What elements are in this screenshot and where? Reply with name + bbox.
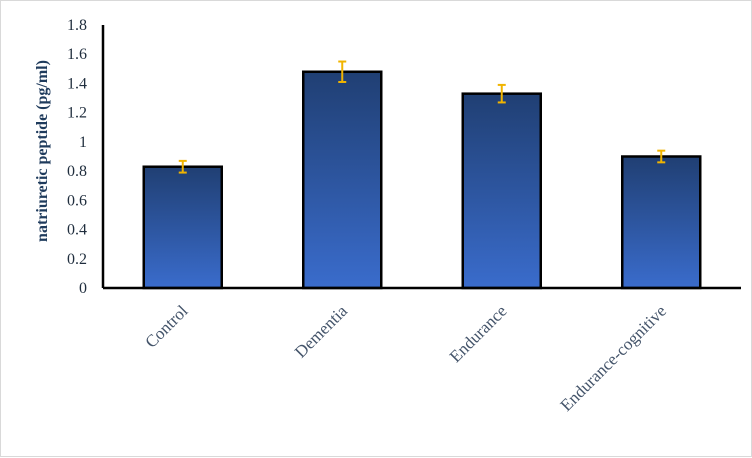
x-tick-label: Dementia	[291, 301, 351, 361]
y-tick-label: 0.8	[67, 163, 87, 180]
error-bar-endurance-cognitive	[657, 149, 666, 164]
y-tick-label: 1.2	[67, 105, 87, 122]
x-tick-labels: Control Dementia Endurance Endurance-cognit…	[141, 301, 670, 415]
bar-endurance-cognitive	[621, 155, 702, 290]
x-tick-label: Endurance-cognitive	[557, 301, 671, 415]
bar-endurance	[461, 92, 542, 290]
bars	[142, 70, 702, 290]
x-tick-label: Control	[141, 301, 191, 351]
y-tick-labels: 0 0.2 0.4 0.6 0.8 1 1.2 1.4 1.6 1.8	[67, 17, 87, 297]
y-tick-label: 1.6	[67, 46, 87, 63]
x-tick-label: Endurance	[446, 301, 511, 366]
error-bar-control	[178, 159, 187, 174]
y-tick-label: 1.8	[67, 17, 87, 34]
bar-control	[142, 165, 223, 290]
y-tick-label: 0	[79, 280, 87, 297]
y-tick-label: 1.4	[67, 75, 87, 92]
y-tick-label: 0.4	[67, 222, 87, 239]
y-tick-label: 1	[79, 134, 87, 151]
error-bar-dementia	[338, 60, 347, 83]
y-tick-label: 0.2	[67, 251, 87, 268]
bar-dementia	[302, 70, 383, 290]
error-bar-endurance	[497, 83, 506, 104]
y-axis-title: natriuretic peptide (pg/ml)	[34, 60, 51, 242]
error-bars	[178, 60, 666, 174]
y-tick-label: 0.6	[67, 192, 87, 209]
